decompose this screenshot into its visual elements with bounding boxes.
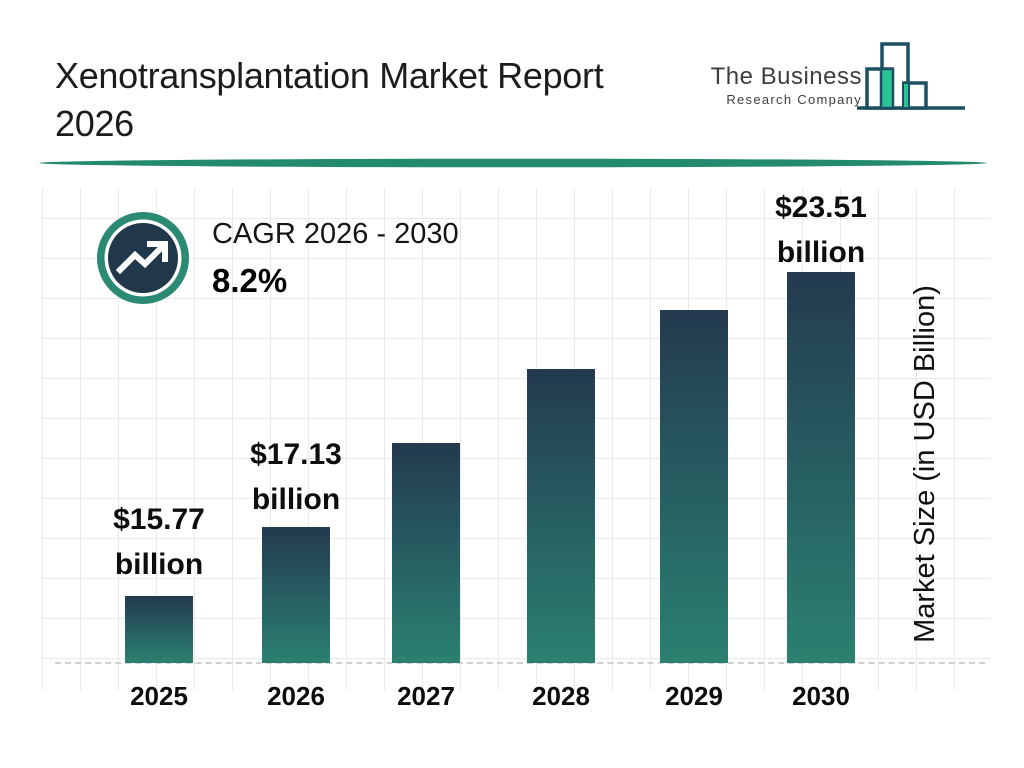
cagr-value: 8.2% [212, 262, 288, 299]
company-logo: The Business Research Company [640, 63, 862, 108]
axis-baseline [55, 662, 985, 664]
logo-name: The Business [710, 63, 862, 90]
page-title-line2: 2026 [55, 103, 134, 144]
bar-2030 [787, 272, 855, 663]
skyline-bars-icon [857, 42, 965, 110]
x-tick-label-2029: 2029 [665, 681, 723, 711]
x-tick-label-2028: 2028 [532, 681, 590, 711]
y-axis-label: Market Size (in USD Billion) [909, 285, 941, 643]
x-tick-label-2025: 2025 [130, 681, 188, 711]
page-title-line1: Xenotransplantation Market Report [55, 55, 604, 96]
bar-value-label-2025: $15.77 billion [113, 503, 205, 581]
cagr-badge [97, 212, 189, 304]
bar-2027 [392, 443, 460, 663]
divider-line [39, 158, 987, 168]
bar-2028 [527, 369, 595, 663]
logo-subname: Research Company [726, 92, 862, 107]
bar-2029 [660, 310, 728, 663]
trend-up-icon [115, 241, 168, 275]
bar-2026 [262, 527, 330, 663]
cagr-label: CAGR 2026 - 2030 [212, 218, 459, 250]
x-tick-label-2030: 2030 [792, 681, 850, 711]
bar-value-label-2026: $17.13 billion [250, 438, 342, 516]
bar-2025 [125, 596, 193, 663]
x-tick-label-2027: 2027 [397, 681, 455, 711]
x-tick-label-2026: 2026 [267, 681, 325, 711]
page-title: Xenotransplantation Market Report 2026 [55, 52, 604, 148]
bar-value-label-2030: $23.51 billion [775, 191, 867, 269]
